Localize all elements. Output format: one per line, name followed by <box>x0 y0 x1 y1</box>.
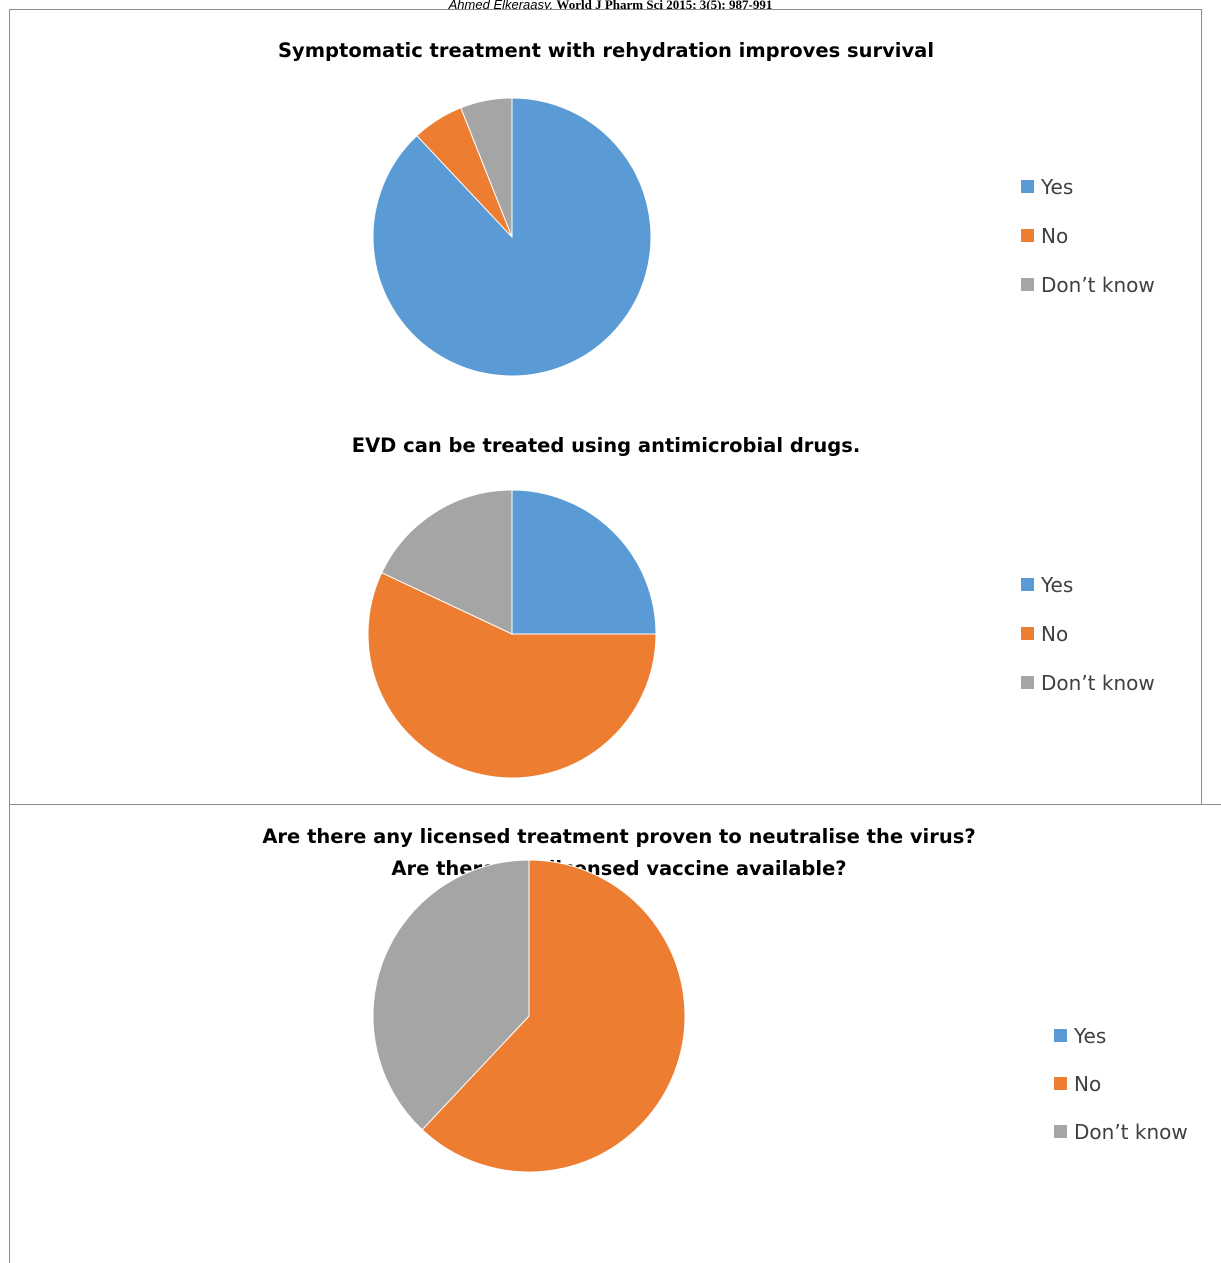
pie-slice-no <box>367 572 657 779</box>
legend-swatch-don-t-know <box>1021 278 1034 291</box>
legend-label-don-t-know: Don’t know <box>1041 273 1155 297</box>
header-citation: World J Pharm Sci 2015; 3(5): 987-991 <box>556 0 773 12</box>
legend-label-no: No <box>1074 1072 1101 1096</box>
pie-slice-yes <box>511 489 657 635</box>
legend-swatch-yes <box>1021 578 1034 591</box>
panel-divider <box>9 804 1221 805</box>
pie-chart-2: EVD can be treated using antimicrobial d… <box>352 434 1155 779</box>
legend-label-yes: Yes <box>1040 573 1073 597</box>
legend-swatch-don-t-know <box>1021 676 1034 689</box>
legend-swatch-no <box>1054 1077 1067 1090</box>
legend-swatch-no <box>1021 627 1034 640</box>
pie-slice-no <box>421 859 686 1173</box>
legend-label-yes: Yes <box>1040 175 1073 199</box>
chart-title-line: Symptomatic treatment with rehydration i… <box>278 39 934 62</box>
chart-panel-1: Symptomatic treatment with rehydration i… <box>9 9 1202 405</box>
pie-chart-1: Symptomatic treatment with rehydration i… <box>278 39 1155 377</box>
pie-chart-3: Are there any licensed treatment proven … <box>262 825 1188 1173</box>
legend-swatch-yes <box>1021 180 1034 193</box>
header-author: Ahmed Elkeraasy, <box>448 0 554 12</box>
legend-swatch-yes <box>1054 1029 1067 1042</box>
page-header: Ahmed Elkeraasy, World J Pharm Sci 2015;… <box>0 0 1221 12</box>
pie-slice-don-t-know <box>372 859 530 1131</box>
legend-swatch-no <box>1021 229 1034 242</box>
chart-panel-2: EVD can be treated using antimicrobial d… <box>9 404 1202 805</box>
chart-panel-3: Are there any licensed treatment proven … <box>9 805 1221 1263</box>
legend-label-don-t-know: Don’t know <box>1041 671 1155 695</box>
pie-slice-don-t-know <box>460 97 513 238</box>
legend-swatch-don-t-know <box>1054 1125 1067 1138</box>
legend-label-don-t-know: Don’t know <box>1074 1120 1188 1144</box>
legend-label-no: No <box>1041 224 1068 248</box>
legend-label-yes: Yes <box>1073 1024 1106 1048</box>
pie-slice-don-t-know <box>381 489 513 635</box>
chart-title-line: Are there any licensed treatment proven … <box>262 825 975 848</box>
chart-title-line: EVD can be treated using antimicrobial d… <box>352 434 861 457</box>
legend-label-no: No <box>1041 622 1068 646</box>
